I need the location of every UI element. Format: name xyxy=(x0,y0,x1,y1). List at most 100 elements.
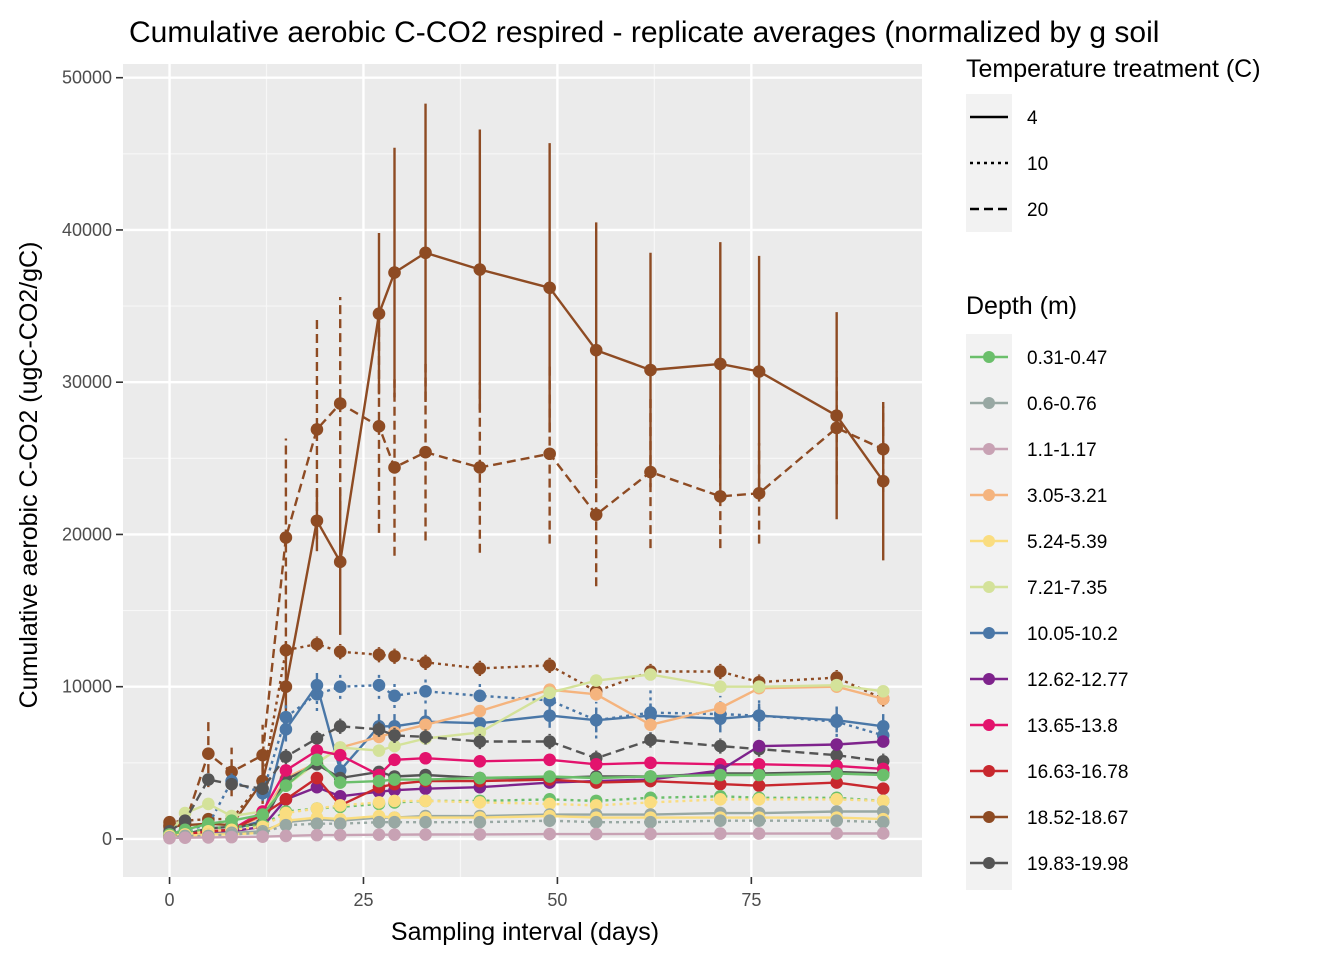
data-point xyxy=(876,827,890,840)
legend-key-point xyxy=(983,857,995,869)
y-axis: 0 10000 20000 30000 40000 50000 xyxy=(62,68,123,849)
data-point xyxy=(225,765,238,779)
data-point xyxy=(543,814,556,827)
y-tick-label: 40000 xyxy=(62,220,112,240)
data-point xyxy=(310,732,324,745)
y-tick-label: 50000 xyxy=(62,68,112,88)
data-point xyxy=(830,776,843,789)
legend-label: 3.05-3.21 xyxy=(1027,486,1107,507)
data-point xyxy=(372,815,386,829)
data-point xyxy=(419,656,432,669)
data-point xyxy=(589,713,603,727)
y-tick-label: 0 xyxy=(102,829,112,849)
data-point xyxy=(372,648,386,662)
legend-label: 5.24-5.39 xyxy=(1027,532,1107,553)
data-point xyxy=(830,678,843,692)
legend-key-point xyxy=(983,719,995,731)
data-point xyxy=(419,828,432,841)
data-point xyxy=(310,771,324,785)
data-point xyxy=(714,793,727,806)
legend-label: 19.83-19.98 xyxy=(1027,854,1128,875)
x-tick-label: 50 xyxy=(547,890,567,910)
data-point xyxy=(388,739,401,753)
data-point xyxy=(589,343,603,357)
data-point xyxy=(256,808,269,821)
data-point xyxy=(644,668,657,681)
legend-key-point xyxy=(983,489,995,501)
data-point xyxy=(644,709,657,722)
data-point xyxy=(830,814,843,827)
y-axis-title: Cumulative aerobic C-CO2 (ugC-CO2/gC) xyxy=(15,242,43,709)
data-point xyxy=(714,490,727,503)
data-point xyxy=(876,684,890,698)
legend-label: 10.05-10.2 xyxy=(1027,624,1118,645)
data-point xyxy=(419,815,432,829)
legend-key-point xyxy=(983,397,995,409)
data-point xyxy=(589,815,603,829)
data-point xyxy=(256,782,269,795)
chart-title: Cumulative aerobic C-CO2 respired - repl… xyxy=(129,16,1159,49)
data-point xyxy=(752,487,766,500)
data-point xyxy=(279,764,293,777)
data-point xyxy=(830,409,843,422)
legend-label: 16.63-16.78 xyxy=(1027,762,1128,783)
data-point xyxy=(333,790,347,803)
data-point xyxy=(372,420,386,433)
data-point xyxy=(388,266,401,279)
legend-depth-title: Depth (m) xyxy=(966,292,1077,320)
data-point xyxy=(473,771,487,785)
data-point xyxy=(388,689,401,703)
data-point xyxy=(388,649,401,663)
data-point xyxy=(830,421,843,435)
legend-key-point xyxy=(983,627,995,639)
x-axis: 0 25 50 75 xyxy=(165,877,761,910)
data-point xyxy=(589,827,603,841)
data-point xyxy=(333,828,347,842)
legend-label: 0.31-0.47 xyxy=(1027,348,1107,369)
x-tick-label: 25 xyxy=(353,890,373,910)
data-point xyxy=(752,814,766,827)
legend-label: 0.6-0.76 xyxy=(1027,394,1097,415)
data-point xyxy=(876,442,890,456)
data-point xyxy=(202,747,215,760)
data-point xyxy=(876,782,890,795)
data-point xyxy=(830,827,843,840)
legend-temperature: Temperature treatment (C) 4 10 20 xyxy=(966,55,1261,232)
data-point xyxy=(543,735,556,748)
data-point xyxy=(163,815,176,829)
data-point xyxy=(473,689,487,703)
data-point xyxy=(279,643,293,657)
data-point xyxy=(202,831,215,844)
legend-key-background xyxy=(966,334,1012,890)
data-point xyxy=(388,729,401,742)
data-point xyxy=(473,461,487,474)
data-point xyxy=(372,744,386,757)
data-point xyxy=(473,726,487,739)
data-point xyxy=(333,680,347,693)
data-point xyxy=(202,797,215,811)
legend-label: 7.21-7.35 xyxy=(1027,578,1107,599)
data-point xyxy=(589,799,603,812)
data-point xyxy=(876,719,890,733)
legend-key-point xyxy=(983,535,995,547)
legend-key-point xyxy=(983,673,995,685)
data-point xyxy=(419,794,432,808)
data-point xyxy=(473,662,487,675)
data-point xyxy=(714,357,727,371)
data-point xyxy=(589,771,603,785)
data-point xyxy=(644,465,657,479)
data-point xyxy=(279,750,293,764)
legend-temperature-title: Temperature treatment (C) xyxy=(966,55,1261,83)
data-point xyxy=(876,474,890,488)
data-point xyxy=(589,508,603,521)
data-point xyxy=(876,768,890,782)
data-point xyxy=(388,828,401,841)
data-point xyxy=(388,753,401,767)
data-point xyxy=(333,555,347,569)
data-point xyxy=(202,773,215,786)
data-point xyxy=(372,774,386,788)
legend-key-point xyxy=(983,443,995,455)
data-point xyxy=(714,739,727,753)
data-point xyxy=(714,665,727,678)
